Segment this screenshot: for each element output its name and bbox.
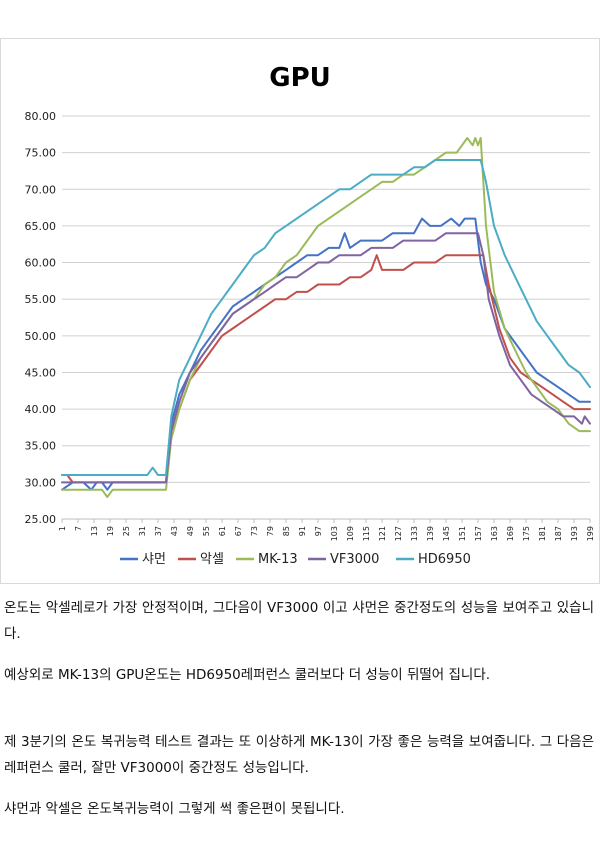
chart-title: GPU — [269, 63, 331, 93]
x-tick-label: 187 — [554, 526, 563, 541]
x-tick-label: 163 — [490, 526, 499, 541]
y-tick-label: 40.00 — [25, 403, 57, 416]
x-tick-label: 199 — [586, 526, 595, 541]
x-tick-label: 73 — [250, 526, 259, 536]
y-tick-label: 75.00 — [25, 147, 57, 160]
legend: 샤먼 악셀 MK-13 VF3000 HD6950 — [120, 552, 471, 567]
x-tick-label: 127 — [394, 526, 403, 541]
x-tick-label: 25 — [122, 526, 131, 536]
x-tick-label: 97 — [314, 526, 323, 536]
x-tick-label: 193 — [570, 526, 579, 541]
x-tick-label: 43 — [170, 526, 179, 536]
x-tick-label: 145 — [442, 526, 451, 541]
gpu-temperature-chart: GPU 25.00 30.00 35.00 40.00 45.00 50.00 55.00 6… — [0, 38, 600, 584]
x-tick-label: 91 — [298, 526, 307, 536]
x-tick-label: 7 — [74, 526, 83, 531]
chart-border — [0, 38, 600, 584]
legend-label: MK-13 — [258, 552, 298, 567]
y-tick-label: 45.00 — [25, 366, 57, 379]
x-tick-label: 115 — [362, 526, 371, 541]
x-tick-label: 55 — [202, 526, 211, 536]
x-tick-label: 181 — [538, 526, 547, 541]
series-line-3 — [61, 137, 591, 498]
x-tick-label: 13 — [90, 526, 99, 536]
legend-label: 악셀 — [200, 552, 224, 567]
paragraph-2: 예상외로 MK-13의 GPU온도는 HD6950레퍼런스 쿨러보다 더 성능이… — [4, 667, 491, 683]
x-tick-label: 133 — [410, 526, 419, 541]
x-tick-label: 1 — [58, 526, 67, 531]
x-tick-label: 103 — [330, 526, 339, 541]
y-tick-label: 60.00 — [25, 257, 57, 270]
y-axis-tick-labels: 25.00 30.00 35.00 40.00 45.00 50.00 55.00 60.00… — [25, 110, 57, 526]
y-tick-label: 65.00 — [25, 220, 57, 233]
series-line-5 — [61, 159, 591, 476]
legend-label: HD6950 — [418, 552, 471, 567]
legend-label: VF3000 — [330, 552, 379, 567]
x-tick-label: 109 — [346, 526, 355, 541]
x-tick-label: 37 — [154, 526, 163, 536]
y-tick-label: 70.00 — [25, 183, 57, 196]
x-tick-label: 169 — [506, 526, 515, 541]
x-tick-label: 31 — [138, 526, 147, 536]
x-tick-label: 157 — [474, 526, 483, 541]
y-tick-label: 50.00 — [25, 330, 57, 343]
paragraph-4: 샤먼과 악셀은 온도복귀능력이 그렇게 썩 좋은편이 못됩니다. — [4, 801, 345, 817]
x-tick-label: 19 — [106, 526, 115, 536]
y-tick-label: 55.00 — [25, 293, 57, 306]
y-tick-label: 30.00 — [25, 476, 57, 489]
y-tick-label: 25.00 — [25, 513, 57, 526]
x-tick-label: 61 — [218, 526, 227, 536]
x-tick-label: 85 — [282, 526, 291, 536]
x-tick-label: 151 — [458, 526, 467, 541]
x-tick-label: 79 — [266, 526, 275, 536]
y-tick-label: 35.00 — [25, 440, 57, 453]
paragraph-1: 온도는 악셀레로가 가장 안정적이며, 그다음이 VF3000 이고 샤먼은 중… — [4, 600, 594, 642]
x-tick-label: 139 — [426, 526, 435, 541]
x-tick-label: 67 — [234, 526, 243, 536]
legend-label: 샤먼 — [142, 552, 166, 567]
series-lines — [61, 137, 591, 498]
y-tick-label: 80.00 — [25, 110, 57, 123]
paragraph-3: 제 3분기의 온도 복귀능력 테스트 결과는 또 이상하게 MK-13이 가장 … — [4, 734, 594, 776]
x-tick-label: 175 — [522, 526, 531, 541]
x-tick-label: 49 — [186, 526, 195, 536]
grid-lines — [62, 115, 590, 520]
chart-canvas: GPU 25.00 30.00 35.00 40.00 45.00 50.00 55.00 6… — [0, 38, 600, 584]
series-line-4 — [61, 232, 591, 484]
x-axis-tick-labels: 1 7 13 19 25 31 37 43 49 55 61 67 73 79 85 91 97 103 109 11… — [58, 519, 595, 541]
x-tick-label: 121 — [378, 526, 387, 541]
